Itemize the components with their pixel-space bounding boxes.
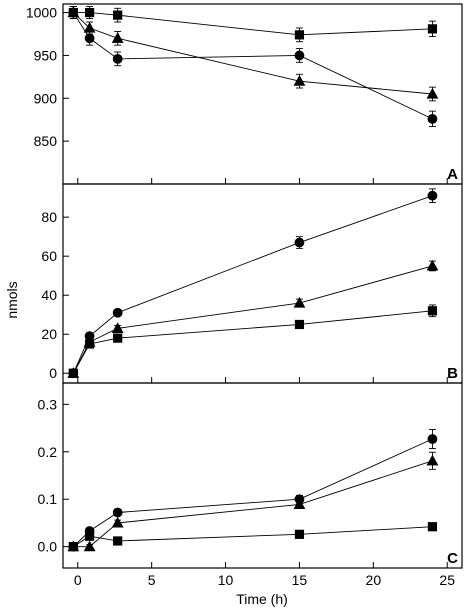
- panel-b-triangle-line: [72, 265, 433, 374]
- panel-a-triangle-marker: [111, 32, 124, 43]
- x-tick-label: 20: [366, 572, 382, 588]
- panel-c-triangle-marker: [111, 516, 124, 528]
- panel-a-circle-marker: [84, 33, 95, 44]
- panel-a-square-marker: [113, 10, 123, 20]
- panel-a-circle-marker: [427, 113, 438, 124]
- panel-c-letter: C: [447, 550, 458, 567]
- panel-b-square-marker: [85, 339, 95, 349]
- panel-a-series-triangle: [67, 6, 439, 102]
- panel-a-square-marker: [294, 30, 305, 40]
- panel-c-square-marker: [427, 522, 438, 532]
- panel-b-square-marker: [68, 368, 78, 378]
- panel-b-square-marker: [113, 333, 123, 343]
- panel-c-triangle-line: [73, 460, 433, 548]
- panel-c-series-circle: [68, 429, 438, 552]
- panel-c-triangle-marker: [83, 540, 96, 552]
- panel-b-triangle-marker: [111, 322, 124, 333]
- panel-b-y-tick-label: 0: [49, 365, 57, 381]
- panel-a-circle-marker: [294, 50, 305, 61]
- panel-b-triangle-marker: [293, 296, 306, 308]
- panel-a-series-square: [68, 6, 438, 43]
- panel-b-circle-marker: [427, 190, 438, 201]
- panel-c-square-line: [73, 526, 433, 548]
- panel-a-triangle-marker: [293, 75, 306, 86]
- panel-a-square-marker: [85, 7, 95, 18]
- panel-b-square-line: [72, 310, 433, 374]
- panel-a-triangle-line: [73, 12, 433, 95]
- panel-c-y-tick-label: 0.2: [38, 444, 58, 460]
- x-tick-label: 25: [439, 572, 455, 588]
- x-tick-label: 15: [292, 572, 308, 588]
- panel-b-y-tick-label: 20: [41, 326, 57, 342]
- panel-b-triangle-marker: [426, 259, 439, 271]
- panel-a-square-line: [73, 12, 433, 36]
- panel-b-circle-marker: [112, 307, 123, 318]
- x-tick-label: 10: [218, 572, 234, 588]
- panel-c-square-marker: [294, 529, 305, 539]
- x-tick-label: 5: [148, 572, 156, 588]
- panel-a-circle-marker: [112, 53, 123, 64]
- panel-b-series-triangle: [67, 259, 439, 378]
- panel-c-circle-marker: [112, 507, 123, 518]
- panel-c-triangle-marker: [293, 498, 306, 510]
- panel-c-triangle-marker: [426, 454, 439, 466]
- panel-c-square-marker: [113, 536, 123, 546]
- panel-a-y-tick-label: 950: [34, 47, 58, 63]
- panel-b-circle-marker: [294, 237, 305, 248]
- panel-a: 850 900 950 1000 A: [26, 3, 463, 185]
- panel-c: 0.0 0.1 0.2 0.3 C: [38, 382, 463, 569]
- panel-c-frame: [62, 382, 463, 569]
- panel-a-letter: A: [447, 166, 458, 183]
- panel-b-square-marker: [294, 319, 305, 330]
- panel-b-series-square: [68, 304, 438, 378]
- panel-b-y-tick-label: 80: [41, 209, 57, 225]
- panel-c-y-tick-label: 0.1: [38, 491, 58, 507]
- panel-a-circle-marker: [68, 7, 79, 18]
- panel-c-circle-line: [73, 438, 433, 547]
- panel-a-square-marker: [427, 24, 438, 34]
- panel-a-series-circle: [68, 6, 438, 128]
- panel-b-y-tick-label: 60: [41, 248, 57, 264]
- panel-b-letter: B: [447, 365, 458, 382]
- panel-a-circle-line: [72, 12, 433, 120]
- panel-b-y-tick-label: 40: [41, 287, 57, 303]
- panel-c-circle-marker: [427, 434, 438, 444]
- panel-b-series-circle: [68, 188, 438, 379]
- y-axis-title: nmols: [4, 281, 20, 318]
- panel-a-triangle-marker: [426, 87, 439, 99]
- panel-b: 0 20 40 60 80 B: [41, 183, 463, 384]
- panel-c-square-marker: [85, 531, 95, 541]
- panel-b-frame: [62, 183, 463, 384]
- panel-c-series-square: [68, 522, 438, 552]
- x-axis-title: Time (h): [236, 591, 288, 607]
- panel-b-circle-line: [72, 195, 433, 374]
- x-tick-label: 0: [74, 572, 82, 588]
- panel-c-y-tick-label: 0.0: [38, 539, 58, 555]
- panel-b-square-marker: [427, 306, 438, 316]
- panel-c-y-tick-label: 0.3: [38, 396, 58, 412]
- panels-layer: 850 900 950 1000 A 0 20 40 60 80 B 0.0 0.1 0.2 0.3 C 0 5 1…: [26, 3, 463, 588]
- panel-a-y-tick-label: 900: [34, 90, 58, 106]
- panel-a-y-tick-label: 850: [34, 133, 58, 149]
- panel-c-square-marker: [68, 542, 78, 552]
- panel-a-y-tick-label: 1000: [26, 5, 57, 21]
